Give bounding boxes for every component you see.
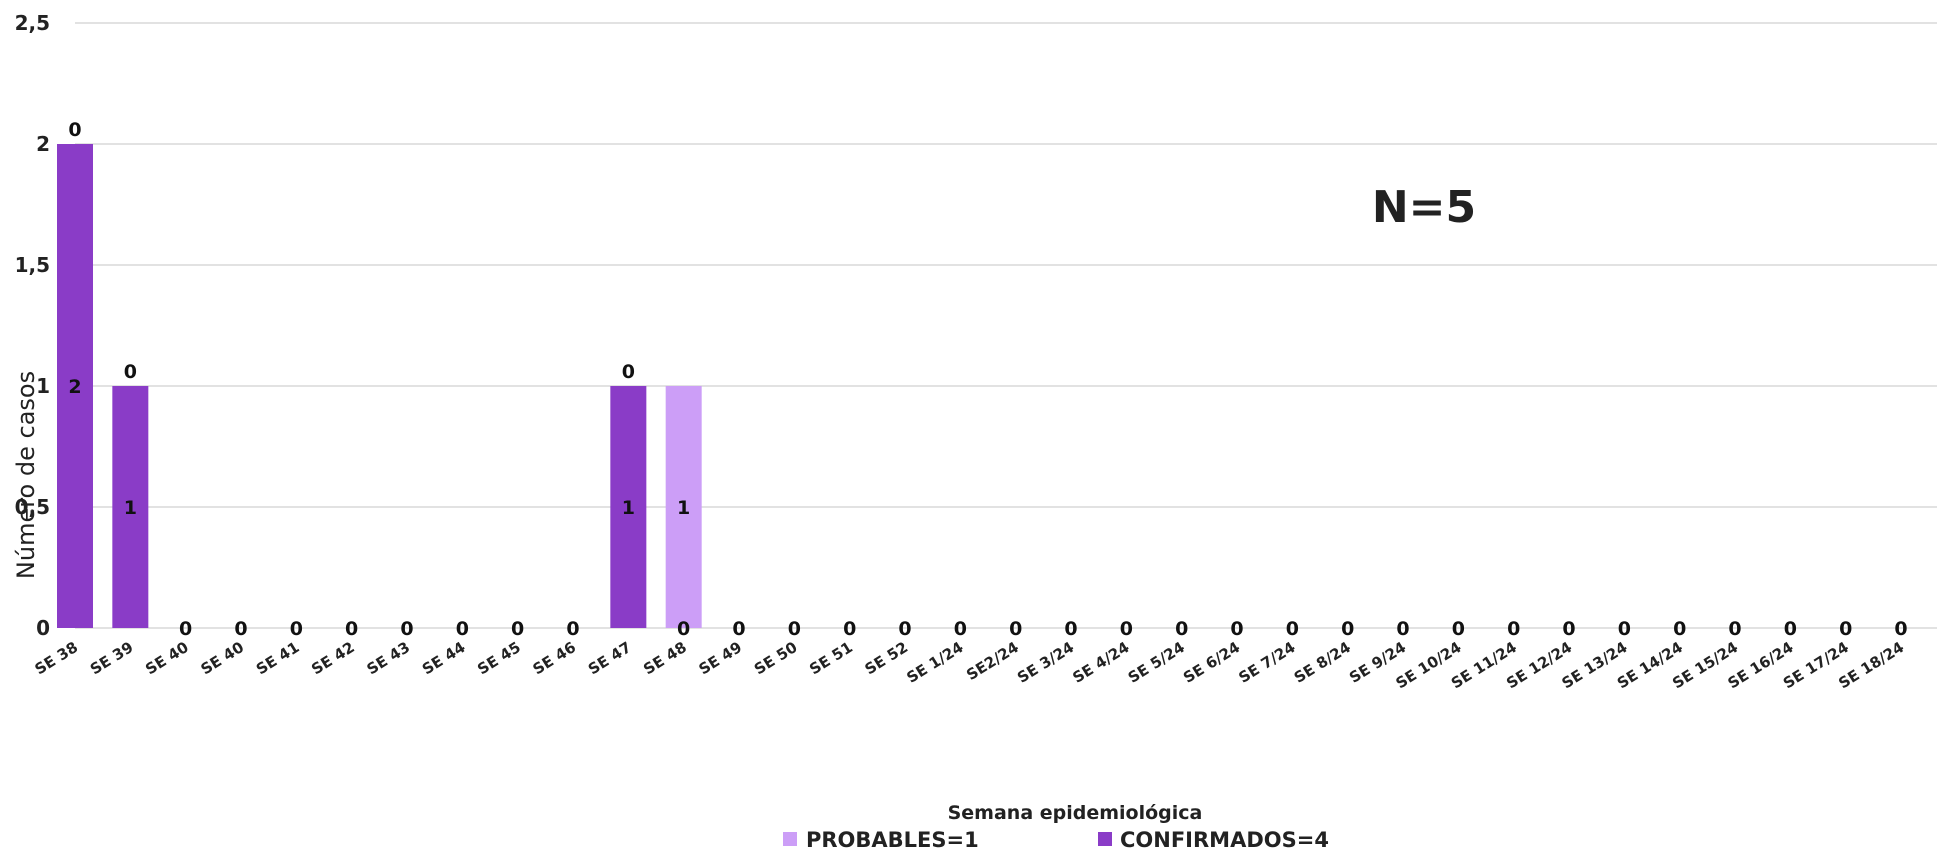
data-label-zero: 0	[1839, 618, 1852, 640]
data-label-probables: 0	[68, 119, 81, 141]
x-tick-label: SE 48	[640, 638, 690, 678]
x-tick-label: SE 43	[364, 638, 414, 678]
legend-swatch-confirmados	[1098, 832, 1112, 846]
data-label-zero: 0	[345, 618, 358, 640]
x-tick-label: SE 6/24	[1180, 638, 1243, 687]
x-tick-label: SE 44	[419, 638, 469, 678]
data-label-zero: 0	[1120, 618, 1133, 640]
x-tick-label: SE 7/24	[1235, 638, 1298, 687]
x-tick-label: SE 8/24	[1291, 638, 1354, 687]
data-label-zero: 0	[843, 618, 856, 640]
data-label-zero: 0	[234, 618, 247, 640]
data-label-zero: 0	[456, 618, 469, 640]
data-labels: 2 0 1 0 0 0 0 0 0 0 0 0 1 0 0 1 0 0 0 0 0 0 0 0 0 0 0 0 0 0 0 0 0 0 0 0 0 0	[68, 119, 1907, 640]
data-label-confirmados: 0	[677, 618, 690, 640]
data-label-zero: 0	[1064, 618, 1077, 640]
data-label-confirmados: 1	[622, 497, 635, 519]
x-axis-label: Semana epidemiológica	[948, 802, 1203, 824]
x-tick-label: SE 40	[142, 638, 192, 678]
data-label-zero: 0	[1728, 618, 1741, 640]
bar-confirmados	[610, 386, 647, 628]
legend: PROBABLES=1 CONFIRMADOS=4	[783, 828, 1329, 849]
data-label-zero: 0	[1894, 618, 1907, 640]
data-label-probables: 1	[677, 497, 690, 519]
legend-swatch-probables	[783, 832, 797, 846]
data-label-zero: 0	[1341, 618, 1354, 640]
x-tick-label: SE 40	[198, 638, 248, 678]
data-label-probables: 0	[124, 361, 137, 383]
data-label-probables: 0	[622, 361, 635, 383]
bar-probables	[665, 386, 702, 628]
x-tick-label: SE 3/24	[1014, 638, 1077, 687]
legend-label-confirmados: CONFIRMADOS=4	[1120, 828, 1329, 849]
data-label-zero: 0	[732, 618, 745, 640]
data-label-zero: 0	[954, 618, 967, 640]
data-label-confirmados: 1	[124, 497, 137, 519]
gridlines	[75, 22, 1937, 629]
y-tick-label: 0	[36, 616, 50, 640]
data-label-zero: 0	[1784, 618, 1797, 640]
data-label-zero: 0	[1175, 618, 1188, 640]
x-tick-label: SE 45	[474, 638, 524, 678]
data-label-zero: 0	[1507, 618, 1520, 640]
data-label-zero: 0	[1396, 618, 1409, 640]
x-tick-label: SE 51	[806, 638, 856, 678]
x-tick-label: SE 42	[308, 638, 358, 678]
total-annotation: N=5	[1372, 182, 1476, 233]
data-label-zero: 0	[898, 618, 911, 640]
bar-confirmados	[57, 144, 93, 628]
data-label-zero: 0	[1618, 618, 1631, 640]
data-label-zero: 0	[1009, 618, 1022, 640]
x-tick-label: SE2/24	[963, 638, 1022, 684]
y-tick-label: 1,5	[15, 253, 50, 277]
y-tick-label: 1	[36, 374, 50, 398]
x-tick-label: SE 38	[32, 638, 82, 678]
x-tick-label: SE 4/24	[1069, 638, 1132, 687]
data-label-zero: 0	[179, 618, 192, 640]
data-label-zero: 0	[290, 618, 303, 640]
x-tick-label: SE 41	[253, 638, 303, 678]
data-label-zero: 0	[1673, 618, 1686, 640]
x-tick-label: SE 46	[530, 638, 580, 678]
x-tick-label: SE 50	[751, 638, 801, 678]
data-label-zero: 0	[1286, 618, 1299, 640]
y-tick-label: 2,5	[15, 11, 50, 35]
x-tick-label: SE 47	[585, 638, 635, 678]
bar-confirmados	[112, 386, 149, 628]
data-label-zero: 0	[566, 618, 579, 640]
y-tick-label: 2	[36, 132, 50, 156]
bars	[57, 144, 702, 628]
y-axis-label: Número de casos	[12, 371, 40, 579]
y-tick-label: 0,5	[15, 495, 50, 519]
x-tick-label: SE 49	[696, 638, 746, 678]
legend-label-probables: PROBABLES=1	[806, 828, 979, 849]
data-label-zero: 0	[788, 618, 801, 640]
data-label-confirmados: 2	[68, 376, 81, 398]
data-label-zero: 0	[1452, 618, 1465, 640]
data-label-zero: 0	[1562, 618, 1575, 640]
data-label-zero: 0	[400, 618, 413, 640]
x-tick-label: SE 5/24	[1125, 638, 1188, 687]
data-label-zero: 0	[511, 618, 524, 640]
data-label-zero: 0	[1230, 618, 1243, 640]
x-tick-label: SE 39	[87, 638, 137, 678]
x-tick-label: SE 1/24	[903, 638, 966, 687]
x-axis-ticks: SE 38 SE 39 SE 40 SE 40 SE 41 SE 42 SE 43 SE 44…	[32, 638, 1908, 692]
y-axis-ticks: 0 0,5 1 1,5 2 2,5	[15, 11, 50, 640]
